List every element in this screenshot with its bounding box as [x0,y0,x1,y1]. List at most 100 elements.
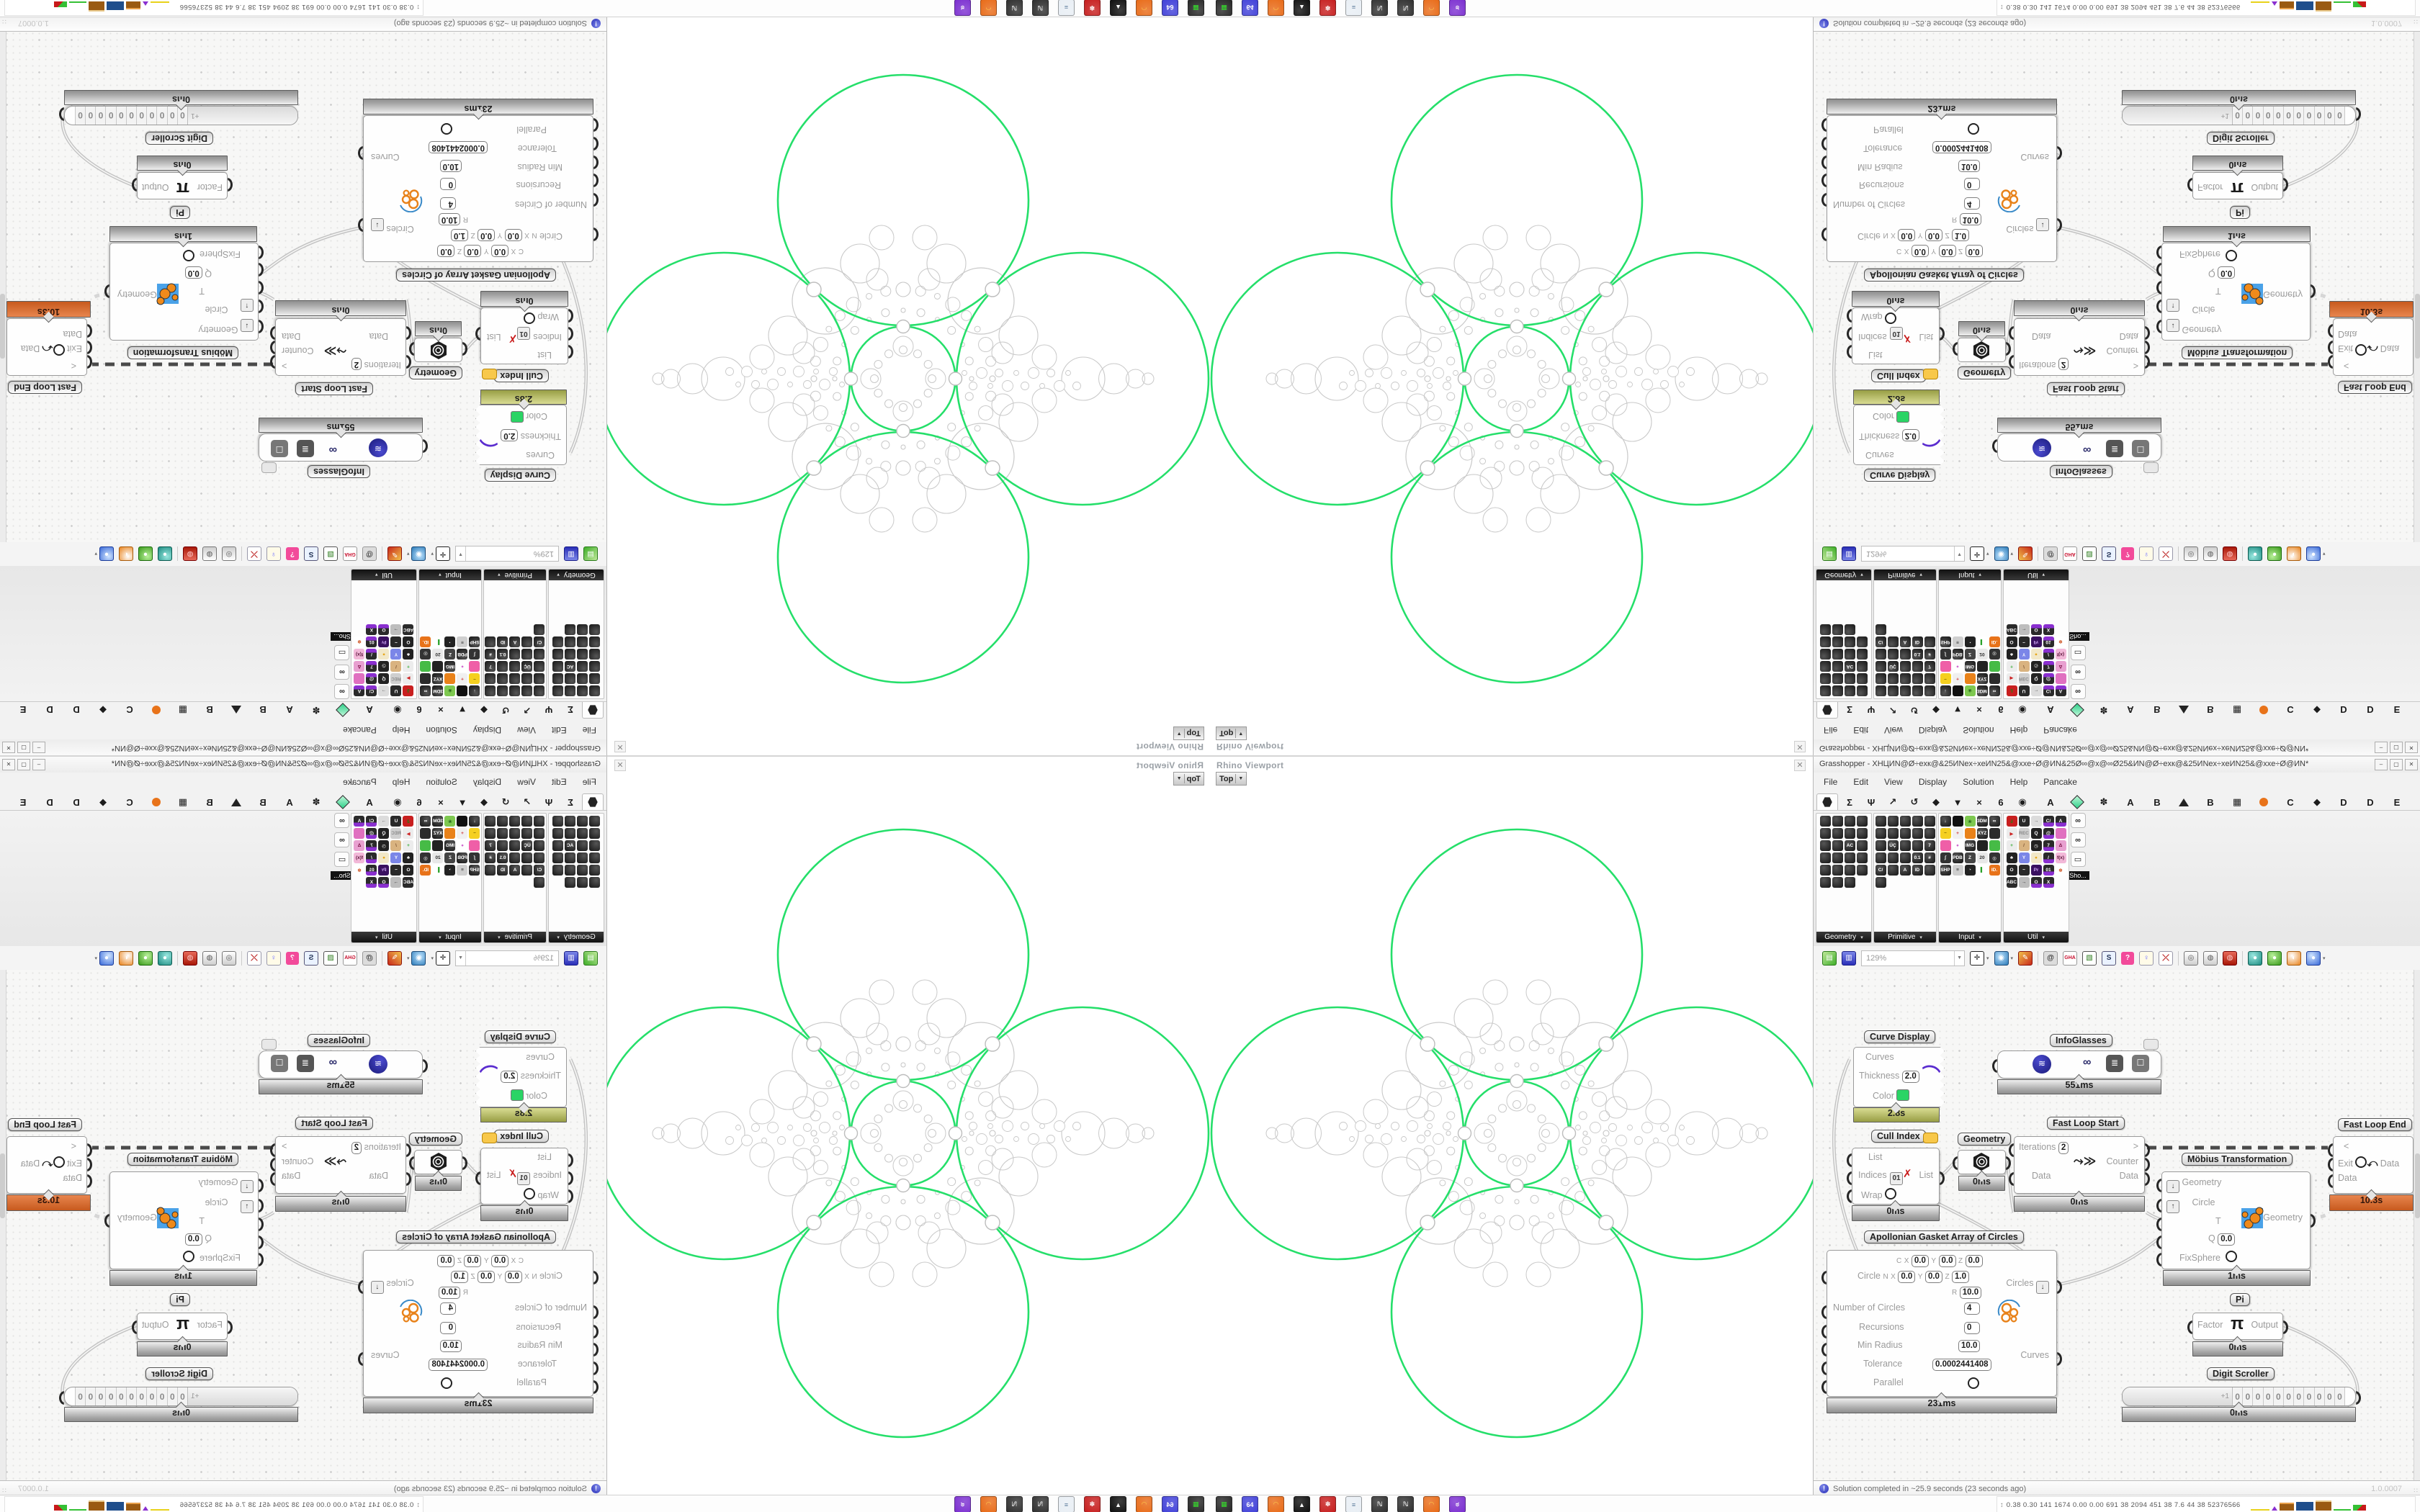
component-icon[interactable]: AC [565,840,575,851]
component-icon[interactable] [1875,649,1886,660]
component-icon[interactable] [589,673,600,684]
balloon-warning-icon[interactable] [482,369,497,379]
component-icon[interactable] [485,828,496,839]
component-fast-loop-end[interactable]: < Exit ⤺ Data Data [2328,1136,2419,1194]
input-grip[interactable] [563,327,573,341]
tab-params[interactable] [1816,793,1838,810]
component-icon[interactable]: SHP [469,636,480,647]
component-icon[interactable] [1875,840,1886,851]
component-icon[interactable]: 7 [485,661,496,672]
component-icon[interactable] [1832,636,1843,647]
tab-plugin-0[interactable]: A [366,704,373,716]
swap-wires-icon[interactable]: ⤫ [246,950,261,966]
component-icon[interactable]: ID. [1989,636,2000,647]
close-button[interactable]: ✕ [2405,759,2418,770]
component-icon[interactable] [1924,685,1935,696]
scroller-digit[interactable]: 0 [2273,107,2284,125]
component-icon[interactable]: ~ [1940,673,1951,684]
red-badge-icon[interactable]: ✽ [1084,0,1101,16]
tab-plugin-7[interactable]: ▦ [178,705,188,716]
input-grip[interactable] [2156,300,2167,313]
component-icon[interactable] [1845,865,1855,876]
component-icon[interactable] [1857,649,1868,660]
component-icon[interactable]: Z [1964,852,1976,863]
component-icon[interactable] [1899,661,1911,672]
component-icon[interactable]: IMG [1964,661,1976,672]
sphere-blue-icon[interactable]: ● [2306,950,2321,966]
menu-help[interactable]: Help [392,725,411,735]
component-icon[interactable] [1989,673,2000,684]
scroller-digit[interactable]: 0 [2324,107,2335,125]
component-icon[interactable]: 7 [485,840,496,851]
component-icon[interactable]: ≡ [1952,636,1963,647]
menu-display[interactable]: Display [1918,725,1948,735]
component-icon[interactable]: f(x) [354,852,365,863]
input-grip[interactable] [1953,342,1963,356]
component-icon[interactable] [552,661,563,672]
component-icon[interactable] [497,816,508,827]
help-box-icon[interactable]: ? [285,547,299,561]
input-grip[interactable] [588,156,599,169]
component-icon[interactable]: ◎ [1989,852,2000,863]
tab-icon-5[interactable]: ▼ [1953,796,1963,808]
scroller-digit[interactable]: 0 [125,107,137,125]
scroller-digit[interactable]: 0 [156,1387,167,1405]
component-icon[interactable] [1845,649,1855,660]
maximize-button[interactable]: ▢ [2390,759,2403,770]
component-icon[interactable] [457,816,468,827]
gha-icon[interactable]: GHA [342,950,357,966]
component-icon[interactable]: ∞ [420,685,431,696]
component-curve-display[interactable]: Curves Thickness 2.0 Color ⌒ [475,405,567,465]
component-icon[interactable] [485,673,496,684]
component-icon[interactable] [1820,816,1831,827]
component-icon[interactable] [565,624,575,635]
tab-plugin-1[interactable] [333,702,353,718]
component-label-apollonian[interactable]: Apollonian Gasket Array of Circles [396,269,556,282]
component-icon[interactable] [1820,877,1831,888]
scroller-digit[interactable]: 0 [105,107,116,125]
cylinder-red-icon[interactable]: ◍ [2223,950,2238,966]
menu-file[interactable]: File [582,725,596,735]
component-icon[interactable]: Z [1964,649,1976,660]
input-grip[interactable] [2009,355,2020,369]
input-grip[interactable] [588,137,599,150]
balloon-icon[interactable] [2143,1039,2159,1050]
component-icon[interactable] [552,840,563,851]
input-grip[interactable] [561,1053,572,1066]
component-icon[interactable]: + [2006,661,2017,672]
component-fast-loop-end[interactable]: < Exit ⤺ Data Data [6,1136,87,1194]
glasses-icon[interactable]: ∞ [334,684,350,699]
input-grip[interactable] [81,341,92,354]
component-icon[interactable]: ◷ [2030,661,2042,672]
component-icon[interactable]: 20 [1976,649,1988,660]
component-icon[interactable]: A [2055,816,2066,827]
component-label-pi[interactable]: Pi [170,206,190,219]
component-icon[interactable]: f(x) [354,649,365,660]
tab-plugin-7[interactable]: ▦ [2232,705,2242,716]
tab-plugin-3[interactable]: A [2127,704,2134,716]
input-grip[interactable] [2156,1179,2161,1192]
input-grip[interactable] [2156,281,2167,294]
tab-icon-3[interactable]: ↺ [1910,705,1919,716]
input-grip[interactable] [1848,1090,1859,1104]
component-icon[interactable] [497,840,508,851]
parallel-toggle[interactable] [1968,1377,1979,1390]
component-icon[interactable]: XYZ [1976,828,1988,839]
component-icon[interactable] [1887,865,1899,876]
component-icon[interactable]: Δ [354,840,365,851]
output-grip[interactable] [270,341,281,354]
input-grip[interactable] [253,1253,264,1266]
menu-help[interactable]: Help [2009,777,2028,787]
component-icon[interactable]: + [457,828,468,839]
owl-app-icon[interactable]: ಠ [954,0,971,16]
component-icon[interactable]: + [403,661,414,672]
component-icon[interactable] [1875,661,1886,672]
component-icon[interactable]: ABC [403,877,414,888]
component-icon[interactable]: / [2043,649,2054,660]
component-mobius[interactable]: ↓ Geometry ↑ Circle T Q 0.0 FixSphere Ge… [2156,1171,2316,1269]
tab-plugin-9[interactable]: C [2287,796,2294,808]
canvas-scrollbar[interactable] [2414,32,2420,542]
menu-view[interactable]: View [517,777,536,787]
tab-plugin-4[interactable]: B [259,796,266,808]
component-icon[interactable] [577,673,588,684]
